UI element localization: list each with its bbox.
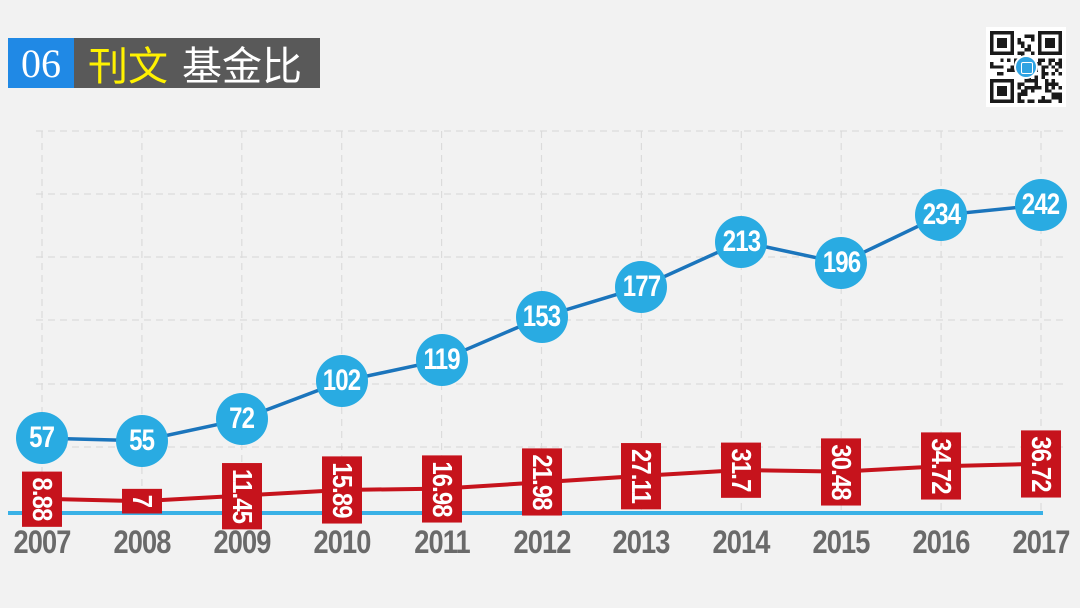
axis-label-year: 2014	[712, 524, 771, 560]
data-label-box: 27.11	[621, 442, 662, 509]
data-point-value: 234	[922, 198, 960, 232]
axis-label-year: 2013	[612, 524, 671, 560]
axis-label-year: 2007	[13, 524, 71, 560]
data-point-circle: 234	[915, 189, 968, 242]
data-label-box: 34.72	[921, 432, 962, 500]
data-point-circle: 177	[615, 260, 668, 313]
data-label-box: 21.98	[521, 448, 562, 516]
qr-code-pattern	[990, 31, 1062, 103]
data-point-value: 72	[229, 402, 255, 436]
data-point-value: 242	[1022, 188, 1060, 222]
data-point-circle: 102	[315, 355, 368, 408]
data-label-box: 16.98	[421, 454, 462, 523]
data-point-value: 119	[423, 343, 460, 377]
data-point-circle: 55	[115, 414, 168, 467]
data-point-circle: 213	[715, 215, 768, 268]
data-point-circle: 196	[815, 237, 868, 290]
axis-label-year: 2015	[812, 524, 871, 560]
page-title-highlight: 刊文	[88, 44, 168, 89]
axis-label-year: 2008	[113, 524, 171, 560]
data-label-box: 30.48	[821, 437, 862, 506]
data-point-value: 177	[622, 269, 661, 303]
page-title-rest: 基金比	[182, 44, 302, 89]
data-point-value: 213	[722, 224, 761, 258]
axis-label-year: 2009	[213, 524, 271, 560]
data-point-value: 153	[522, 300, 561, 334]
data-point-circle: 119	[415, 334, 468, 387]
data-label-box: 11.45	[221, 462, 262, 529]
data-point-circle: 153	[515, 291, 568, 344]
axis-label-year: 2010	[313, 524, 371, 560]
data-point-value: 57	[29, 421, 55, 455]
data-label-box: 36.72	[1021, 430, 1061, 498]
data-point-value: 55	[129, 423, 155, 457]
axis-label-year: 2011	[413, 524, 470, 560]
data-label-box: 7	[121, 489, 162, 514]
data-point-circle: 57	[16, 412, 68, 465]
data-point-circle: 72	[215, 393, 268, 446]
section-number-badge: 06	[8, 38, 74, 88]
axis-label-year: 2012	[512, 524, 571, 560]
page-title: 刊文 基金比	[74, 38, 320, 89]
page-header: 06 刊文 基金比	[8, 38, 320, 89]
axis-label-year: 2016	[912, 524, 971, 560]
data-label-box: 31.7	[721, 442, 762, 498]
data-label-box: 15.89	[321, 456, 362, 524]
data-label-box: 8.88	[22, 471, 62, 527]
qr-code	[986, 27, 1066, 107]
data-point-value: 196	[822, 246, 861, 280]
data-point-value: 102	[322, 364, 361, 398]
data-point-circle: 242	[1015, 179, 1067, 232]
axis-label-year: 2017	[1012, 524, 1070, 560]
qr-center-logo-icon	[1014, 55, 1038, 79]
